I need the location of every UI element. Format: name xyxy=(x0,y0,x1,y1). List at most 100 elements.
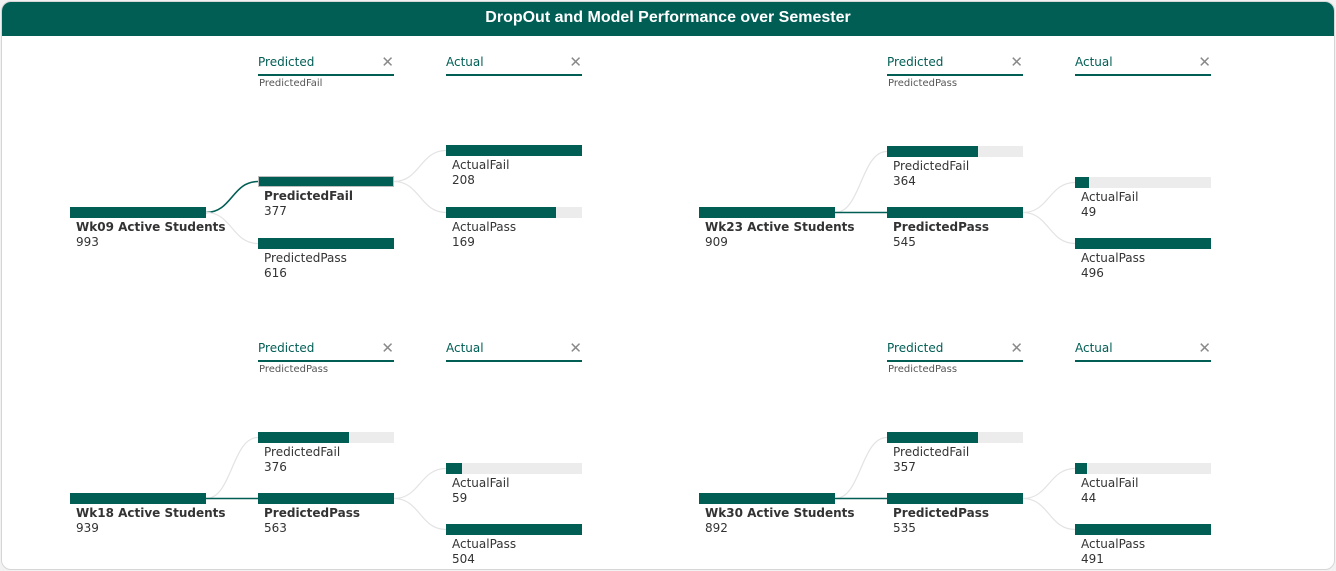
actualfail-label: ActualFail xyxy=(452,158,510,172)
actualpass-bar-fill xyxy=(1075,238,1211,249)
predictedpass-value: 535 xyxy=(893,521,916,535)
root-value: 939 xyxy=(76,521,99,535)
tree-connectors xyxy=(834,436,1076,531)
connector-pred-actualfail xyxy=(1022,181,1076,214)
actualpass-bar-fill xyxy=(446,207,557,218)
connector-pred-actualfail xyxy=(393,467,447,500)
predictedpass-bar[interactable] xyxy=(258,493,394,504)
close-icon[interactable]: ✕ xyxy=(1198,53,1211,71)
actual-column-header: Actual ✕ xyxy=(1075,53,1211,76)
connector-pred-actualfail xyxy=(393,149,447,183)
decomposition-tree-wk18: Predicted ✕ Actual ✕ PredictedPass Wk18 Activ… xyxy=(2,321,582,569)
predictedfail-bar-fill xyxy=(258,432,350,443)
actual-header-label: Actual xyxy=(1075,55,1113,69)
root-bar[interactable] xyxy=(70,493,206,504)
decomposition-tree-wk09: Predicted ✕ Actual ✕ PredictedFail Wk09 Activ… xyxy=(2,35,582,305)
actual-column-header: Actual ✕ xyxy=(1075,339,1211,362)
actualpass-bar[interactable] xyxy=(1075,238,1211,249)
predictedpass-value: 616 xyxy=(264,266,287,280)
close-icon[interactable]: ✕ xyxy=(381,339,394,357)
close-icon[interactable]: ✕ xyxy=(569,53,582,71)
predicted-header-label: Predicted xyxy=(258,341,315,355)
predictedfail-label: PredictedFail xyxy=(264,189,353,203)
root-bar[interactable] xyxy=(699,493,835,504)
tree-connectors xyxy=(205,149,447,245)
predictedfail-bar-fill xyxy=(887,432,979,443)
predicted-header-label: Predicted xyxy=(258,55,315,69)
actualfail-bar-fill xyxy=(1075,177,1089,188)
actualpass-label: ActualPass xyxy=(452,220,517,234)
actual-column-header: Actual ✕ xyxy=(446,339,582,362)
actualpass-value: 504 xyxy=(452,552,475,566)
predictedpass-label: PredictedPass xyxy=(264,506,360,520)
predictedfail-label: PredictedFail xyxy=(893,159,970,173)
predictedfail-bar-fill xyxy=(887,146,979,157)
root-bar[interactable] xyxy=(699,207,835,218)
actualpass-bar-fill xyxy=(446,524,582,535)
actualpass-value: 491 xyxy=(1081,552,1104,566)
actualpass-bar[interactable] xyxy=(446,524,582,535)
root-bar-fill xyxy=(70,493,206,504)
predictedfail-bar[interactable] xyxy=(887,432,1023,443)
actualfail-bar-fill xyxy=(446,145,582,156)
predictedpass-bar[interactable] xyxy=(258,238,394,249)
predicted-selection-label: PredictedFail xyxy=(259,78,323,89)
predictedpass-bar[interactable] xyxy=(887,207,1023,218)
predictedpass-value: 545 xyxy=(893,235,916,249)
root-value: 993 xyxy=(76,235,99,249)
root-label: Wk09 Active Students xyxy=(76,220,226,234)
predictedpass-label: PredictedPass xyxy=(893,506,989,520)
predicted-header-label: Predicted xyxy=(887,55,944,69)
root-bar-fill xyxy=(699,493,835,504)
root-bar-fill xyxy=(699,207,835,218)
actualpass-bar[interactable] xyxy=(446,207,582,218)
actual-header-label: Actual xyxy=(446,341,484,355)
connector-pred-actualpass xyxy=(1022,497,1076,531)
actual-header-label: Actual xyxy=(1075,341,1113,355)
actual-column-header: Actual ✕ xyxy=(446,53,582,76)
predictedfail-bar-fill xyxy=(259,177,393,186)
actualfail-label: ActualFail xyxy=(1081,476,1139,490)
predictedfail-value: 364 xyxy=(893,174,916,188)
decomposition-tree-wk30: Predicted ✕ Actual ✕ PredictedPass Wk30 Activ… xyxy=(631,321,1211,569)
actualfail-label: ActualFail xyxy=(1081,190,1139,204)
actualfail-bar[interactable] xyxy=(446,463,582,474)
root-value: 909 xyxy=(705,235,728,249)
actualpass-bar[interactable] xyxy=(1075,524,1211,535)
connector-root-predictedfail xyxy=(205,180,259,214)
predicted-column-header: Predicted ✕ xyxy=(258,53,394,76)
root-label: Wk23 Active Students xyxy=(705,220,855,234)
actualfail-value: 208 xyxy=(452,173,475,187)
connector-root-predictedfail xyxy=(205,436,259,500)
connector-pred-actualfail xyxy=(1022,467,1076,500)
decomposition-tree-wk23: Predicted ✕ Actual ✕ PredictedPass Wk23 Activ… xyxy=(631,35,1211,305)
tree-connectors xyxy=(205,436,447,531)
predictedpass-bar[interactable] xyxy=(887,493,1023,504)
actualpass-label: ActualPass xyxy=(452,537,517,551)
actualfail-value: 44 xyxy=(1081,491,1097,505)
actualfail-bar-fill xyxy=(446,463,463,474)
root-label: Wk30 Active Students xyxy=(705,506,855,520)
connector-root-predictedfail xyxy=(834,436,888,500)
close-icon[interactable]: ✕ xyxy=(1010,53,1023,71)
predictedfail-value: 376 xyxy=(264,460,287,474)
predictedfail-bar[interactable] xyxy=(258,432,394,443)
close-icon[interactable]: ✕ xyxy=(381,53,394,71)
predictedfail-value: 357 xyxy=(893,460,916,474)
predictedfail-label: PredictedFail xyxy=(264,445,341,459)
actualfail-bar[interactable] xyxy=(1075,177,1211,188)
root-value: 892 xyxy=(705,521,728,535)
close-icon[interactable]: ✕ xyxy=(569,339,582,357)
actualfail-bar[interactable] xyxy=(1075,463,1211,474)
actualfail-bar[interactable] xyxy=(446,145,582,156)
connector-pred-actualpass xyxy=(1022,211,1076,245)
predictedfail-bar[interactable] xyxy=(887,146,1023,157)
actualpass-label: ActualPass xyxy=(1081,537,1146,551)
predictedfail-value: 377 xyxy=(264,204,287,218)
close-icon[interactable]: ✕ xyxy=(1010,339,1023,357)
predictedfail-bar[interactable] xyxy=(258,176,394,187)
close-icon[interactable]: ✕ xyxy=(1198,339,1211,357)
predictedpass-bar-fill xyxy=(258,493,394,504)
root-bar[interactable] xyxy=(70,207,206,218)
